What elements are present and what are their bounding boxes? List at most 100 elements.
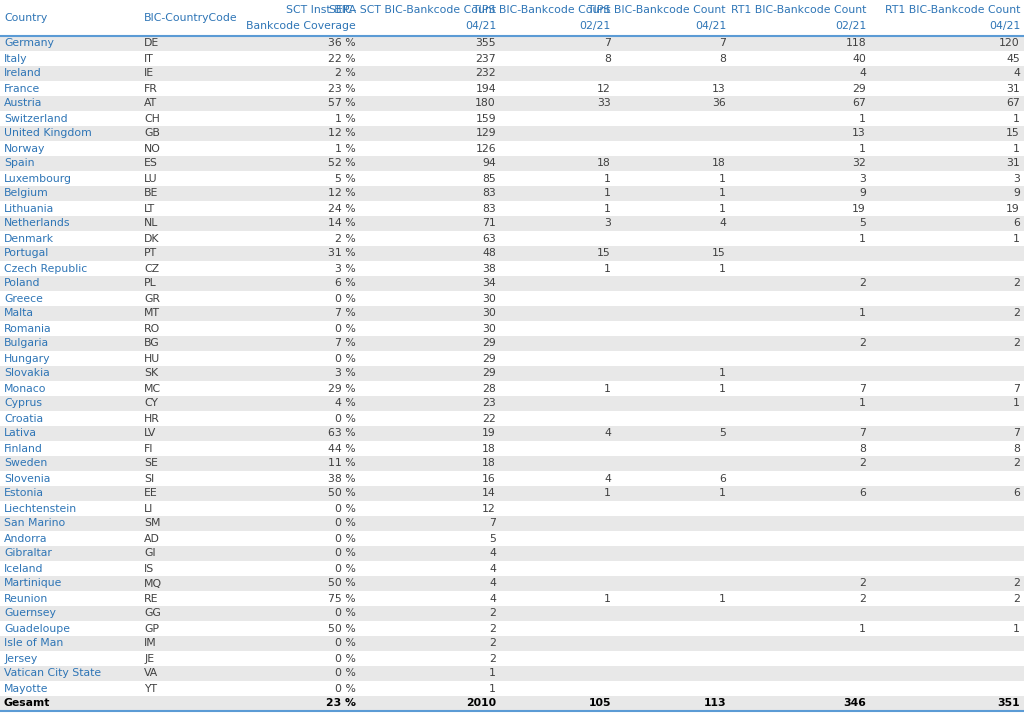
Bar xyxy=(615,0,730,36)
Bar xyxy=(500,351,615,366)
Bar xyxy=(230,471,360,486)
Text: GR: GR xyxy=(144,294,160,304)
Bar xyxy=(140,366,230,381)
Text: 4: 4 xyxy=(489,564,496,574)
Text: 63 %: 63 % xyxy=(329,428,356,438)
Text: Austria: Austria xyxy=(4,99,42,109)
Bar xyxy=(360,531,500,546)
Text: 113: 113 xyxy=(703,698,726,708)
Bar xyxy=(500,666,615,681)
Bar xyxy=(360,261,500,276)
Bar xyxy=(615,321,730,336)
Bar xyxy=(140,501,230,516)
Text: RE: RE xyxy=(144,593,159,603)
Bar xyxy=(615,111,730,126)
Text: 351: 351 xyxy=(997,698,1020,708)
Bar xyxy=(500,441,615,456)
Bar xyxy=(870,636,1024,651)
Bar xyxy=(730,201,870,216)
Text: 2: 2 xyxy=(859,593,866,603)
Bar xyxy=(0,111,140,126)
Bar xyxy=(870,366,1024,381)
Bar xyxy=(140,486,230,501)
Text: 4: 4 xyxy=(604,428,611,438)
Bar xyxy=(230,276,360,291)
Text: 0 %: 0 % xyxy=(335,564,356,574)
Bar xyxy=(360,621,500,636)
Text: 19: 19 xyxy=(852,204,866,214)
Bar xyxy=(615,561,730,576)
Text: 3: 3 xyxy=(859,174,866,184)
Text: 40: 40 xyxy=(852,53,866,63)
Bar xyxy=(0,261,140,276)
Text: Reunion: Reunion xyxy=(4,593,48,603)
Bar xyxy=(870,231,1024,246)
Bar xyxy=(230,141,360,156)
Bar xyxy=(230,306,360,321)
Bar xyxy=(615,486,730,501)
Bar xyxy=(870,666,1024,681)
Text: 13: 13 xyxy=(852,128,866,138)
Text: MT: MT xyxy=(144,308,160,318)
Bar xyxy=(730,561,870,576)
Text: 14 %: 14 % xyxy=(329,218,356,228)
Bar xyxy=(615,351,730,366)
Text: 129: 129 xyxy=(475,128,496,138)
Bar xyxy=(870,0,1024,36)
Bar xyxy=(230,186,360,201)
Bar xyxy=(140,561,230,576)
Text: 02/21: 02/21 xyxy=(580,21,611,31)
Text: 1: 1 xyxy=(604,384,611,394)
Text: 2: 2 xyxy=(859,578,866,588)
Text: 6 %: 6 % xyxy=(335,279,356,289)
Bar xyxy=(730,66,870,81)
Bar xyxy=(0,636,140,651)
Text: 18: 18 xyxy=(482,459,496,469)
Text: 31: 31 xyxy=(1007,84,1020,94)
Bar xyxy=(140,141,230,156)
Bar xyxy=(360,591,500,606)
Bar xyxy=(870,51,1024,66)
Bar xyxy=(870,201,1024,216)
Text: 2: 2 xyxy=(859,338,866,348)
Bar xyxy=(140,231,230,246)
Text: 7: 7 xyxy=(489,518,496,528)
Bar xyxy=(140,36,230,51)
Text: ES: ES xyxy=(144,158,158,168)
Text: YT: YT xyxy=(144,683,157,693)
Bar xyxy=(230,621,360,636)
Bar xyxy=(615,591,730,606)
Bar xyxy=(0,306,140,321)
Bar xyxy=(615,666,730,681)
Text: Martinique: Martinique xyxy=(4,578,62,588)
Text: 6: 6 xyxy=(719,474,726,484)
Bar xyxy=(230,231,360,246)
Text: VA: VA xyxy=(144,668,159,678)
Bar xyxy=(730,531,870,546)
Text: 6: 6 xyxy=(859,488,866,498)
Bar xyxy=(500,246,615,261)
Bar xyxy=(870,561,1024,576)
Bar xyxy=(870,501,1024,516)
Text: 22 %: 22 % xyxy=(329,53,356,63)
Bar xyxy=(730,336,870,351)
Bar xyxy=(615,606,730,621)
Text: Bankcode Coverage: Bankcode Coverage xyxy=(246,21,356,31)
Text: 8: 8 xyxy=(604,53,611,63)
Bar xyxy=(230,576,360,591)
Bar xyxy=(0,546,140,561)
Text: 30: 30 xyxy=(482,294,496,304)
Text: Mayotte: Mayotte xyxy=(4,683,48,693)
Bar xyxy=(730,636,870,651)
Bar xyxy=(730,651,870,666)
Bar xyxy=(360,231,500,246)
Bar xyxy=(870,546,1024,561)
Bar xyxy=(0,351,140,366)
Text: 50 %: 50 % xyxy=(329,488,356,498)
Bar xyxy=(230,96,360,111)
Bar xyxy=(360,441,500,456)
Bar xyxy=(360,606,500,621)
Text: 1: 1 xyxy=(859,308,866,318)
Bar xyxy=(870,396,1024,411)
Bar xyxy=(870,186,1024,201)
